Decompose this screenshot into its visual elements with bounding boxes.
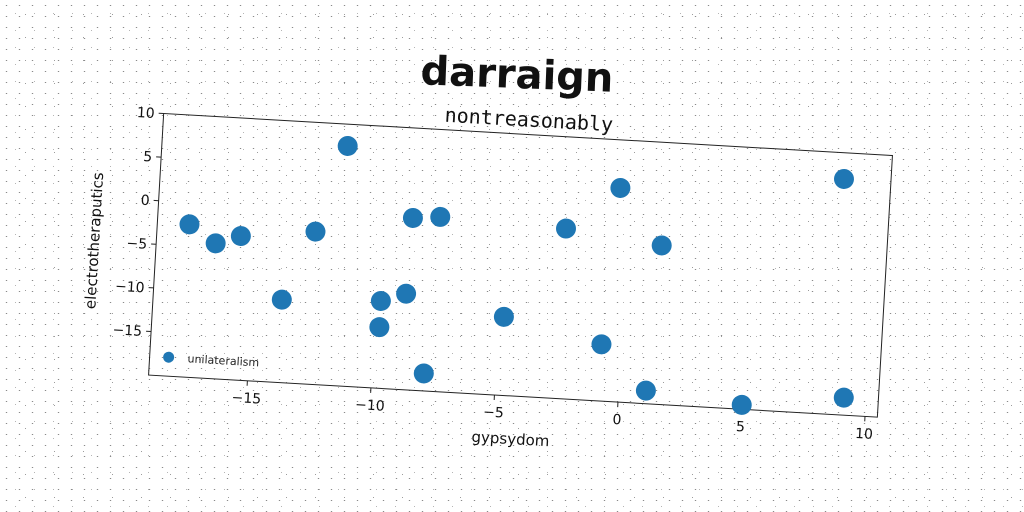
data-point — [205, 233, 226, 254]
plot-area — [148, 112, 893, 418]
y-axis: 10 5 0 −5 −10 −15 — [112, 105, 164, 340]
series-unilateralism — [179, 135, 854, 415]
data-point — [635, 380, 656, 401]
y-tick-label: 5 — [143, 149, 153, 165]
y-tick-label: −15 — [112, 322, 142, 340]
data-point — [493, 306, 514, 327]
data-point — [731, 394, 752, 415]
x-tick-label: −15 — [231, 390, 261, 408]
x-tick-label: −5 — [483, 404, 505, 421]
data-point — [610, 177, 631, 198]
data-point — [591, 334, 612, 355]
y-tick-label: −5 — [126, 236, 148, 253]
data-point — [337, 135, 358, 156]
x-tick-label: −10 — [355, 397, 385, 415]
data-point — [271, 289, 292, 310]
x-axis-label: gypsydom — [471, 428, 550, 450]
y-tick-label: 0 — [140, 193, 150, 209]
y-axis-label: electrotheraputics — [81, 172, 107, 310]
data-point — [556, 218, 577, 239]
legend-label: unilateralism — [187, 352, 259, 369]
data-point — [370, 290, 391, 311]
x-tick-label: 5 — [736, 419, 746, 435]
data-point — [413, 363, 434, 384]
data-point — [833, 387, 854, 408]
data-point — [402, 207, 423, 228]
data-point — [430, 206, 451, 227]
x-tick-label: 0 — [612, 412, 622, 428]
data-point — [305, 221, 326, 242]
y-tick-label: −10 — [115, 279, 145, 297]
data-point — [230, 226, 251, 247]
legend-marker — [163, 351, 175, 363]
data-point — [651, 235, 672, 256]
data-point — [179, 214, 200, 235]
y-tick-label: 10 — [136, 105, 155, 122]
legend: unilateralism — [163, 351, 260, 369]
data-point — [396, 283, 417, 304]
chart-suptitle: darraign — [420, 48, 615, 101]
data-point — [369, 317, 390, 338]
data-point — [833, 168, 854, 189]
x-tick-label: 10 — [855, 426, 874, 443]
